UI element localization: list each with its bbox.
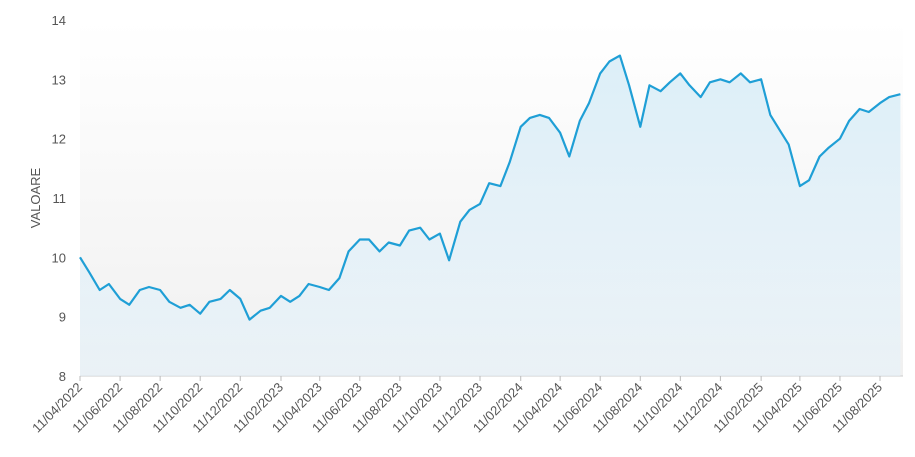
- y-tick-label: 9: [59, 310, 66, 325]
- y-tick-label: 12: [52, 132, 66, 147]
- y-tick-label: 14: [52, 13, 66, 28]
- area: [80, 55, 901, 376]
- y-tick-label: 13: [52, 72, 66, 87]
- line: [79, 54, 901, 321]
- y-tick-label: 8: [59, 369, 66, 384]
- y-axis-title: VALOARE: [28, 167, 43, 228]
- y-tick-label: 10: [52, 250, 66, 265]
- y-tick-label: 11: [53, 191, 67, 206]
